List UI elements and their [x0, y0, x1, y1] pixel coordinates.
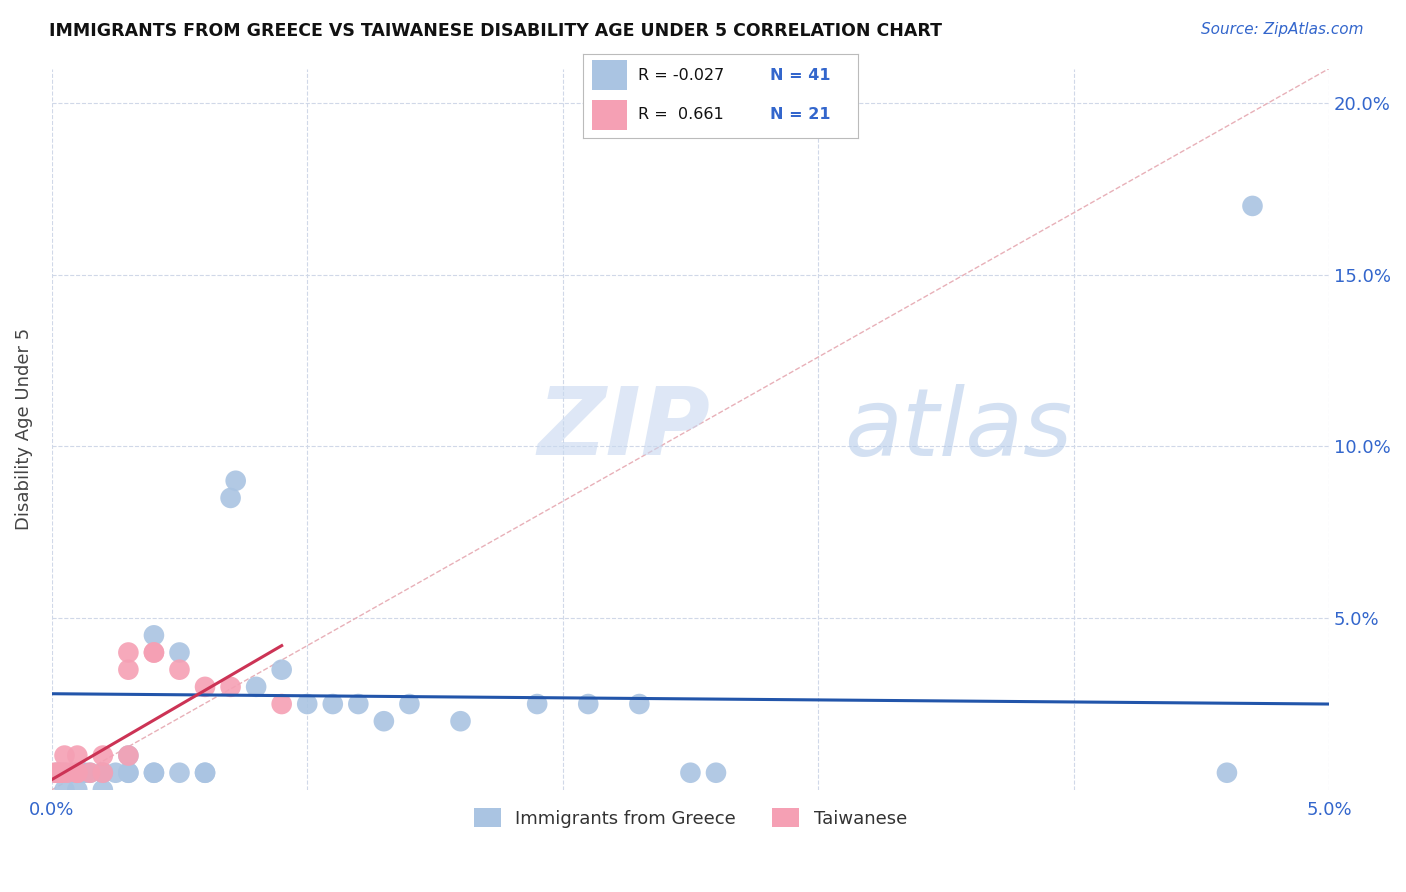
Point [398, 697, 420, 711]
Point [142, 765, 165, 780]
Point [270, 697, 292, 711]
Point [297, 697, 319, 711]
Point [72, 765, 94, 780]
Point [48, 765, 70, 780]
Point [347, 697, 370, 711]
Point [117, 646, 139, 660]
Point [373, 714, 395, 729]
Bar [592, 61, 627, 90]
Point [91, 748, 114, 763]
Point [1216, 765, 1239, 780]
Point [53, 765, 76, 780]
Point [66, 783, 89, 797]
Point [51, 765, 73, 780]
Point [322, 697, 344, 711]
Point [79, 765, 101, 780]
Point [91, 765, 114, 780]
Point [142, 765, 165, 780]
Legend: Immigrants from Greece, Taiwanese: Immigrants from Greece, Taiwanese [467, 801, 914, 835]
Point [60, 765, 83, 780]
Point [1241, 199, 1264, 213]
Point [73, 765, 96, 780]
Point [91, 765, 114, 780]
Point [117, 748, 139, 763]
Point [91, 765, 114, 780]
Point [45, 765, 67, 780]
Point [628, 697, 651, 711]
Bar [592, 100, 627, 130]
Point [117, 663, 139, 677]
Point [66, 748, 89, 763]
Point [66, 765, 89, 780]
Point [142, 646, 165, 660]
Text: N = 41: N = 41 [770, 68, 831, 83]
Point [66, 765, 89, 780]
Point [91, 783, 114, 797]
Point [117, 765, 139, 780]
Point [56, 765, 79, 780]
Point [48, 765, 70, 780]
Point [53, 748, 76, 763]
Point [219, 680, 242, 694]
Point [270, 663, 292, 677]
Point [117, 748, 139, 763]
Point [117, 765, 139, 780]
Point [169, 646, 191, 660]
Text: R = -0.027: R = -0.027 [638, 68, 724, 83]
Point [169, 765, 191, 780]
Point [225, 474, 247, 488]
Point [169, 663, 191, 677]
Text: Source: ZipAtlas.com: Source: ZipAtlas.com [1201, 22, 1364, 37]
Point [45, 765, 67, 780]
Point [245, 680, 267, 694]
Point [576, 697, 599, 711]
Text: IMMIGRANTS FROM GREECE VS TAIWANESE DISABILITY AGE UNDER 5 CORRELATION CHART: IMMIGRANTS FROM GREECE VS TAIWANESE DISA… [49, 22, 942, 40]
Point [679, 765, 702, 780]
Point [704, 765, 727, 780]
Point [194, 765, 217, 780]
Point [79, 765, 101, 780]
Point [104, 765, 127, 780]
Point [219, 491, 242, 505]
Text: N = 21: N = 21 [770, 107, 831, 122]
Point [194, 680, 217, 694]
Point [142, 646, 165, 660]
Point [44, 765, 66, 780]
Point [53, 783, 76, 797]
Text: atlas: atlas [844, 384, 1071, 475]
Point [194, 765, 217, 780]
Point [450, 714, 472, 729]
Point [526, 697, 548, 711]
Point [142, 628, 165, 642]
Point [66, 765, 89, 780]
Text: R =  0.661: R = 0.661 [638, 107, 724, 122]
Text: ZIP: ZIP [537, 384, 710, 475]
Y-axis label: Disability Age Under 5: Disability Age Under 5 [15, 328, 32, 531]
